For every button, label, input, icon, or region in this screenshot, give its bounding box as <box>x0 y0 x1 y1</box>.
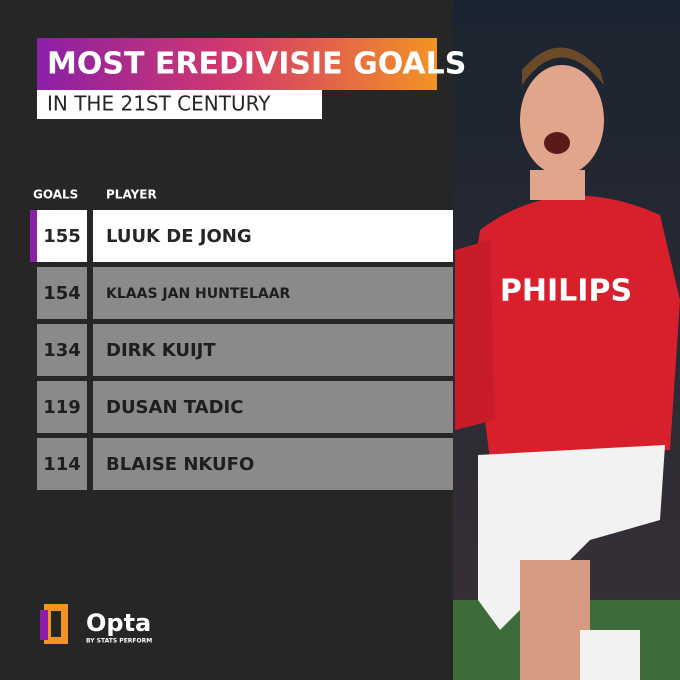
shirt-text: PHILIPS <box>500 274 632 309</box>
goals: 134 <box>43 340 81 361</box>
subtitle: IN THE 21ST CENTURY <box>47 92 271 116</box>
logo: Opta BY STATS PERFORM <box>40 604 152 645</box>
goals: 154 <box>43 283 81 304</box>
goals-cell <box>37 210 87 262</box>
column-header: GOALS <box>33 188 78 202</box>
player: DUSAN TADIC <box>106 397 243 418</box>
player-cell <box>93 324 453 376</box>
brand: Opta <box>86 609 151 637</box>
player: BLAISE NKUFO <box>106 454 254 475</box>
player: LUUK DE JONG <box>106 226 252 247</box>
player-cell <box>93 381 453 433</box>
goals-cell <box>37 381 87 433</box>
goals-cell <box>37 267 87 319</box>
goals: 155 <box>43 226 81 247</box>
photo: PHILIPS <box>453 0 680 680</box>
title-box <box>37 38 437 90</box>
player: KLAAS JAN HUNTELAAR <box>106 286 291 302</box>
player-cell <box>93 438 453 490</box>
goals: 114 <box>43 454 81 475</box>
table: 155 LUUK DE JONG 154 KLAAS JAN HUNTELAAR 134… <box>30 210 453 490</box>
goals-cell <box>37 438 87 490</box>
subtitle-box <box>37 90 322 119</box>
goals: 119 <box>43 397 81 418</box>
player: DIRK KUIJT <box>106 340 216 361</box>
tagline: BY STATS PERFORM <box>86 638 152 645</box>
title: MOST EREDIVISIE GOALS <box>47 47 466 82</box>
highlight-bar <box>30 210 37 262</box>
column-header: PLAYER <box>106 188 157 202</box>
goals-cell <box>37 324 87 376</box>
player-cell <box>93 210 453 262</box>
player-cell <box>93 267 453 319</box>
